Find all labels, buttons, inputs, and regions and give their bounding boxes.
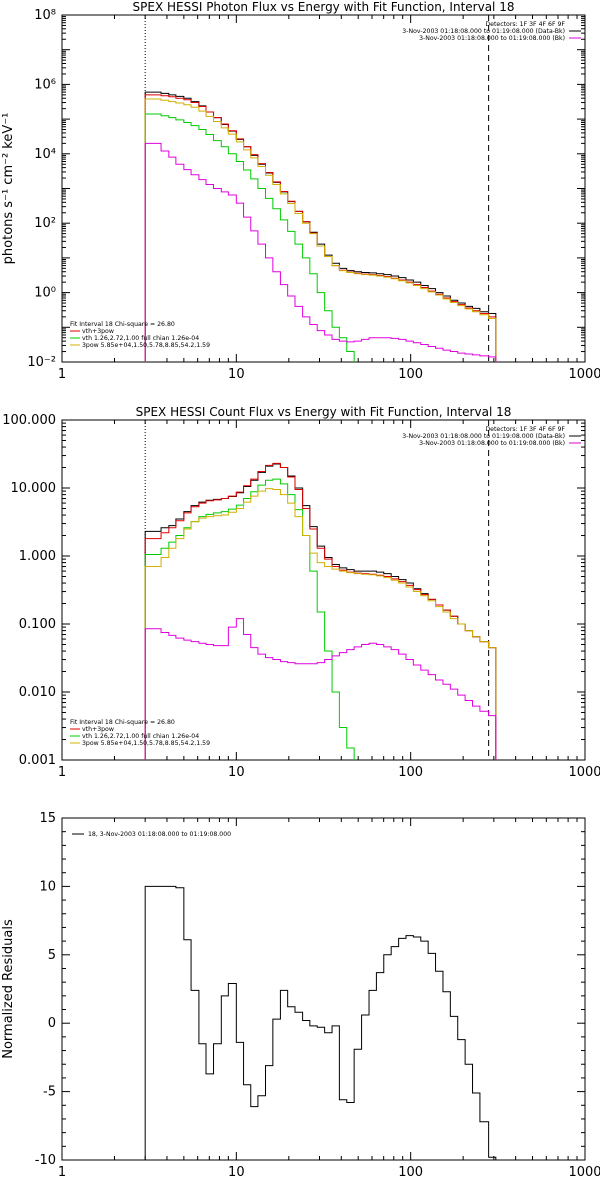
chart-title: SPEX HESSI Count Flux vs Energy with Fit… [136,405,512,419]
x-tick-label: 1 [58,367,66,382]
legend-label: 3pow 5.85e+04,1.50,5.78,8.85,54.2,1.59 [82,740,210,747]
plot-frame [61,14,586,363]
header-line: 3-Nov-2003 01:18:08.000 to 01:19:08.000 … [419,440,565,447]
x-tick-label: 1 [58,1165,66,1180]
y-tick-label: 10.000 [11,481,57,496]
y-tick-label: 15 [39,811,56,826]
plot-frame [61,817,586,1161]
y-tick-label: 0.010 [19,685,56,700]
x-tick-label: 1000 [568,367,600,382]
chart-panel-1: SPEX HESSI Photon Flux vs Energy with Fi… [1,0,600,382]
series-line-4 [144,98,497,362]
y-tick-label: 10⁴ [34,147,56,162]
header-line: Detectors: 1F 3F 4F 6F 9F [485,21,565,28]
header-line: Detectors: 1F 3F 4F 6F 9F [485,426,565,433]
chart-panel-3: 1 10 100 1000 -10 -5 0 5 10 15 Normalized Residual… [1,811,600,1180]
series-line-4 [144,488,497,760]
y-tick-label: 5 [48,948,56,963]
fit-info: Fit Interval 18 Chi-square = 26.80 [70,719,175,726]
series-line-3 [144,113,363,362]
header-line: 3-Nov-2003 01:18:08.000 to 01:19:08.000 … [402,28,565,35]
x-tick-label: 10 [228,367,245,382]
y-tick-label: 10⁶ [34,77,56,92]
y-tick-label: 100.000 [2,413,56,428]
x-tick-label: 100 [398,1165,423,1180]
y-tick-label: 10⁻² [27,355,56,370]
x-tick-label: 1000 [568,1165,600,1180]
fit-info: Fit Interval 18 Chi-square = 26.80 [70,321,175,328]
chart-panel-2: SPEX HESSI Count Flux vs Energy with Fit… [2,405,600,780]
series-line-1 [144,91,497,362]
header-line: 3-Nov-2003 01:18:08.000 to 01:19:08.000 … [402,433,565,440]
series-line-2 [144,462,497,760]
legend-label: vth+3pow [82,726,114,733]
series-line-5 [144,618,497,760]
y-tick-label: -5 [43,1085,56,1100]
chart-title: SPEX HESSI Photon Flux vs Energy with Fi… [133,0,515,14]
x-tick-label: 1000 [568,765,600,780]
legend-label: vth+3pow [82,328,114,335]
y-tick-label: 10⁸ [34,8,56,23]
legend-label: 3pow 5.85e+04,1.50,5.78,8.85,54.2,1.59 [82,342,210,349]
y-axis-label: photons s⁻¹ cm⁻² keV⁻¹ [1,113,16,265]
y-axis-label: Normalized Residuals [1,919,16,1059]
y-tick-label: 0 [48,1016,56,1031]
y-tick-label: 1.000 [19,549,56,564]
series-line-3 [144,478,363,760]
series-line-1 [144,885,497,1160]
legend-label: vth 1.26,2.72,1.00 full chian 1.26e-04 [82,335,199,342]
x-tick-label: 10 [228,1165,245,1180]
y-tick-label: -10 [35,1153,56,1168]
x-tick-label: 10 [228,765,245,780]
x-tick-label: 1 [58,765,66,780]
series-line-2 [144,94,497,362]
y-tick-label: 0.001 [19,753,56,768]
header-line: 3-Nov-2003 01:18:08.000 to 01:19:08.000 … [419,35,565,42]
y-tick-label: 10⁰ [34,286,56,301]
legend-label: vth 1.26,2.72,1.00 full chian 1.26e-04 [82,733,199,740]
series-line-5 [144,142,497,362]
y-tick-label: 0.100 [19,617,56,632]
legend-label: 18, 3-Nov-2003 01:18:08.000 to 01:19:08.… [88,831,231,838]
x-tick-label: 100 [398,367,423,382]
x-tick-label: 100 [398,765,423,780]
y-tick-label: 10 [39,879,56,894]
plot-frame [61,419,586,761]
y-tick-label: 10² [34,216,56,231]
